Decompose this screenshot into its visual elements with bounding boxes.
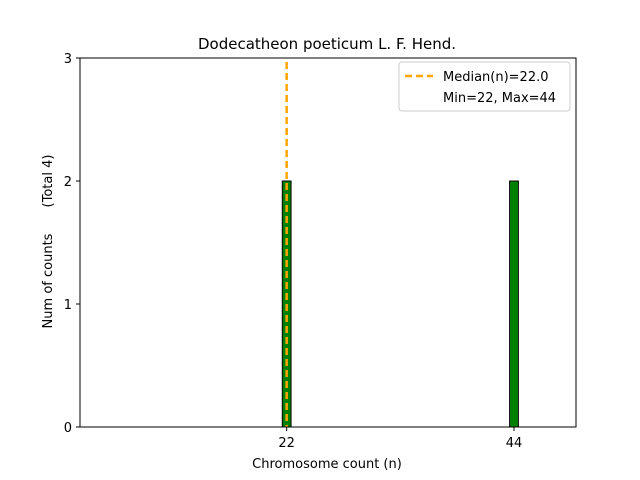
x-tick-label-22: 22 [278, 436, 295, 451]
y-axis-label: Num of counts [41, 233, 56, 328]
y-tick-label-2: 2 [64, 175, 72, 190]
axes-frame [79, 57, 577, 428]
y-tick-label-3: 3 [64, 52, 72, 67]
bar-44 [509, 180, 519, 428]
legend-box [398, 61, 571, 112]
y-tick-label-1: 1 [64, 298, 72, 313]
legend-minmax-label: Min=22, Max=44 [443, 91, 556, 106]
plot-area: 0 1 2 3 22 44 [64, 52, 577, 451]
legend-median-label: Median(n)=22.0 [443, 70, 549, 85]
y-tick-label-0: 0 [64, 421, 72, 436]
x-axis-label: Chromosome count (n) [252, 457, 402, 472]
legend: Median(n)=22.0 Min=22, Max=44 [398, 61, 571, 112]
y-axis-total-note: (Total 4) [41, 155, 56, 208]
x-tick-label-44: 44 [506, 436, 523, 451]
chart-title: Dodecatheon poeticum L. F. Hend. [198, 35, 456, 53]
